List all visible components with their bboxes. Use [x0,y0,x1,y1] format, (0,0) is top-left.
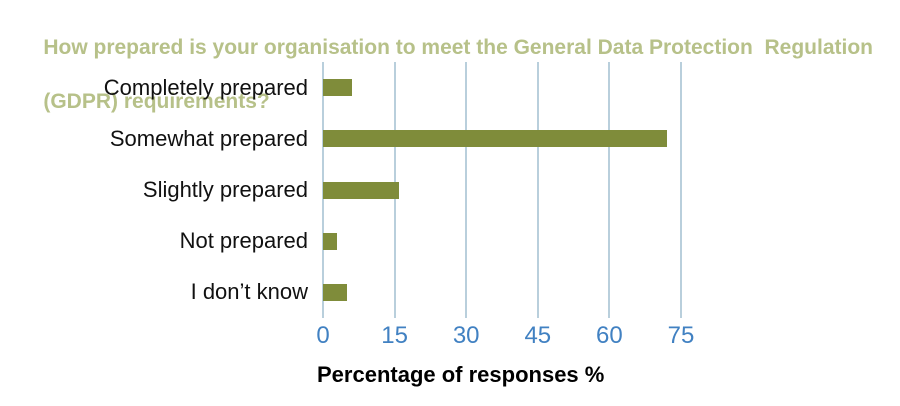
category-label: Somewhat prepared [109,125,308,151]
x-tick-label-30: 30 [452,322,480,349]
x-tick-label-0: 0 [316,322,330,349]
category-label: I don’t know [190,279,308,305]
gridline-30 [465,62,468,318]
gridline-45 [536,62,539,318]
category-label: Not prepared [179,228,308,254]
bar [323,232,338,250]
category-labels-column: Completely prepared Somewhat prepared Slig… [0,62,308,318]
chart-title-line2: (GDPR) requirements? [43,90,270,113]
x-axis-tick-labels: 0 15 30 45 60 75 [316,322,694,352]
x-tick-label-60: 60 [596,322,623,349]
gridline-60 [608,62,611,318]
x-axis-title: Percentage of responses % [317,362,605,387]
category-label: Slightly prepared [142,177,308,202]
x-tick-label-45: 45 [524,322,552,349]
bar [323,79,352,97]
x-tick-label-15: 15 [381,322,408,349]
gridline-75 [680,62,682,318]
chart-title: How prepared is your organisation to mee… [20,7,890,142]
bar [323,181,400,199]
bar [323,283,347,301]
chart-title-line1: How prepared is your organisation to mee… [43,36,873,59]
category-label: Completely prepared [103,74,308,100]
bar [323,130,667,148]
x-tick-label-75: 75 [667,322,695,349]
plot-area [322,62,682,318]
